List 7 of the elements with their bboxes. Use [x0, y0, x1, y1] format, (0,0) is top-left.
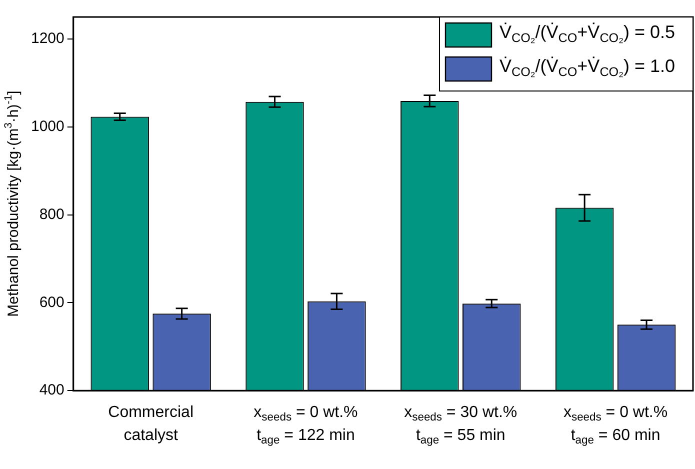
y-tick-label: 400 — [39, 382, 64, 399]
x-tick-label: Commercial catalyst — [108, 404, 194, 444]
y-tick-label: 1000 — [30, 118, 64, 136]
y-axis-title: Methanol productivity [kg·(m3·h)-1] — [2, 90, 22, 317]
y-tick-label: 800 — [39, 206, 64, 223]
y-tick-label: 1200 — [30, 30, 64, 48]
y-tick-label: 600 — [39, 294, 64, 311]
